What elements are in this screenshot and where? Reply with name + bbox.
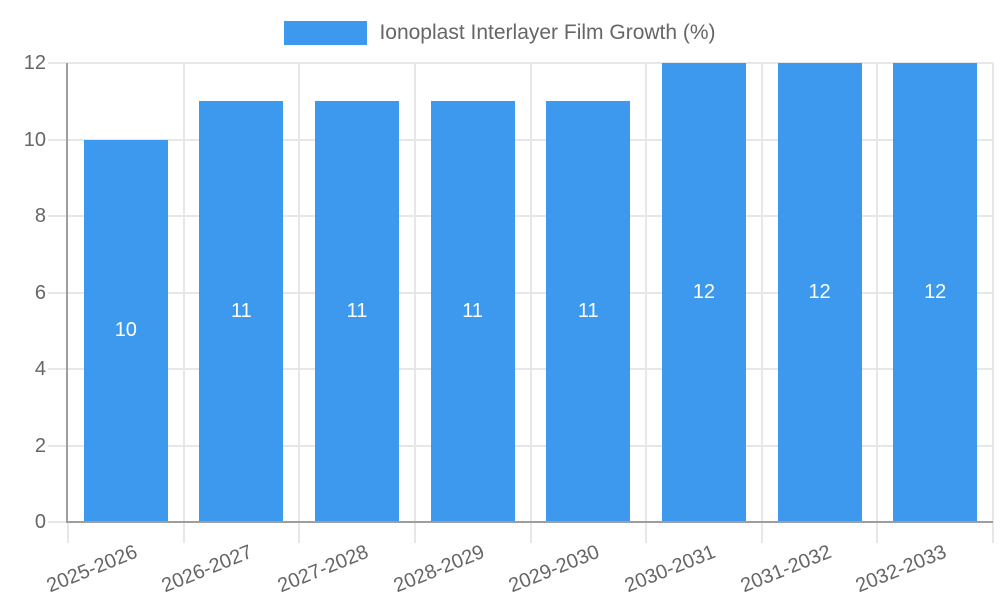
gridline-x-2 [298,63,301,543]
bar-2027-2028[interactable]: 11 [315,101,400,522]
bar-2026-2027[interactable]: 11 [199,101,284,522]
gridline-y-8 [48,215,993,217]
bar-value-label: 11 [462,300,484,323]
gridline-x-8 [992,63,994,543]
bar-2029-2030[interactable]: 11 [546,101,631,522]
legend[interactable]: Ionoplast Interlayer Film Growth (%) [0,18,1000,48]
legend-label: Ionoplast Interlayer Film Growth (%) [379,21,716,44]
gridline-x-4 [529,63,532,543]
gridline-y-6 [48,291,993,294]
gridline-x-5 [645,63,648,543]
bar-2032-2033[interactable]: 12 [893,63,978,522]
gridline-x-6 [760,63,763,543]
y-axis-tick-label: 12 [23,52,46,74]
bar-value-label: 12 [924,281,947,303]
bar-value-label: 11 [231,300,252,323]
gridline-x-7 [876,63,879,543]
bar-value-label: 12 [808,281,831,303]
bar-value-label: 10 [114,319,137,342]
y-axis-tick-label: 6 [34,281,46,304]
gridline-y-2 [48,444,993,447]
y-axis-tick-label: 8 [34,205,46,227]
bar-2031-2032[interactable]: 12 [777,63,862,522]
gridline-y-12 [48,62,993,64]
bar-2030-2031[interactable]: 12 [661,63,746,522]
gridline-y-10 [48,138,993,141]
y-axis-tick-0 [48,521,68,523]
y-axis-tick-label: 4 [34,358,46,380]
y-axis-line [66,63,68,522]
bar-value-label: 11 [577,300,599,323]
bar-2028-2029[interactable]: 11 [430,101,515,522]
gridline-y-4 [48,368,993,370]
bar-2025-2026[interactable]: 10 [83,139,168,522]
y-axis-tick-label: 2 [34,434,46,457]
x-axis-line [66,521,993,523]
bar-value-label: 12 [692,281,716,303]
gridline-x-1 [182,63,185,543]
gridline-x-3 [413,63,416,543]
bar-value-label: 11 [346,300,368,323]
y-axis-tick-label: 10 [23,128,46,151]
y-axis-tick-label: 0 [34,511,46,533]
gridline-x-0 [67,522,69,543]
legend-swatch-icon [284,21,368,45]
